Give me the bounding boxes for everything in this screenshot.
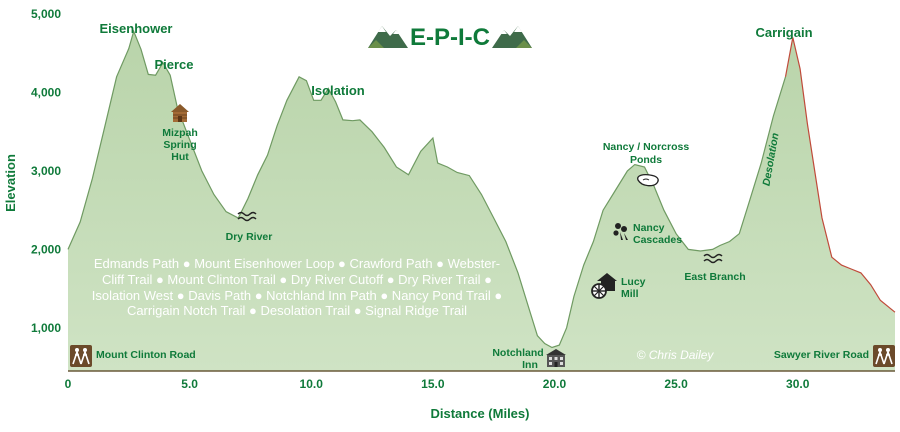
nancy-cascades-label-line1: Nancy	[633, 222, 665, 234]
peak-label-eisenhower: Eisenhower	[100, 21, 173, 36]
title-group: E-P-I-C	[368, 24, 532, 51]
notchland-label-line1: Notchland	[492, 347, 543, 359]
dry-river-label: Dry River	[226, 231, 273, 243]
y-tick-label: 2,000	[31, 242, 61, 256]
x-tick-label: 5.0	[181, 377, 198, 391]
x-tick-label: 25.0	[664, 377, 688, 391]
nancy-ponds-label-line2: Ponds	[630, 154, 662, 166]
mizpah-label-line3: Hut	[171, 151, 189, 163]
mill-icon	[591, 273, 617, 299]
end-trailhead-label: Sawyer River Road	[774, 349, 869, 361]
lucy-mill-label-line2: Mill	[621, 288, 639, 300]
chart-title: E-P-I-C	[410, 24, 490, 51]
trails-line-3: Isolation West ● Davis Path ● Notchland …	[92, 288, 503, 303]
x-tick-label: 15.0	[421, 377, 445, 391]
y-tick-label: 3,000	[31, 164, 61, 178]
lucy-mill-label-line1: Lucy	[621, 276, 646, 288]
pond-icon	[637, 174, 659, 187]
notchland-label-line2: Inn	[522, 359, 538, 371]
trails-line-2: Cliff Trail ● Mount Clinton Trail ● Dry …	[102, 272, 492, 287]
y-axis-title: Elevation	[3, 154, 18, 212]
trails-line-1: Edmands Path ● Mount Eisenhower Loop ● C…	[94, 256, 500, 271]
hiker-icon-end	[873, 345, 895, 367]
waterfall-icon	[613, 223, 628, 240]
peak-label-pierce: Pierce	[154, 57, 193, 72]
trails-line-4: Carrigain Notch Trail ● Desolation Trail…	[127, 303, 467, 318]
mountain-icon-left	[368, 26, 408, 48]
y-tick-label: 1,000	[31, 321, 61, 335]
mizpah-label-line1: Mizpah	[162, 127, 198, 139]
y-tick-label: 5,000	[31, 7, 61, 21]
mizpah-label-line2: Spring	[163, 139, 196, 151]
x-tick-label: 0	[65, 377, 72, 391]
x-tick-label: 10.0	[300, 377, 324, 391]
peak-label-carrigain: Carrigain	[755, 25, 812, 40]
nancy-cascades-label-line2: Cascades	[633, 234, 682, 246]
y-tick-label: 4,000	[31, 85, 61, 99]
mountain-icon-right	[492, 26, 532, 48]
elevation-line-descent	[784, 37, 896, 313]
hiker-icon-start	[70, 345, 92, 367]
credit-label: © Chris Dailey	[637, 348, 715, 362]
inn-icon	[546, 349, 566, 367]
elevation-area	[68, 31, 895, 372]
water-icon-east-branch	[703, 253, 723, 264]
cabin-icon	[171, 104, 189, 122]
x-tick-label: 30.0	[786, 377, 810, 391]
peak-label-isolation: Isolation	[311, 83, 365, 98]
area-layer	[67, 29, 896, 372]
start-trailhead-label: Mount Clinton Road	[96, 349, 196, 361]
x-tick-label: 20.0	[543, 377, 567, 391]
water-icon	[237, 211, 257, 222]
nancy-ponds-label-line1: Nancy / Norcross	[603, 141, 690, 153]
east-branch-label: East Branch	[684, 271, 745, 283]
axis-layer: 0 5.0 10.0 15.0 20.0 25.0 30.0 1,000 2,000 3,000 4…	[31, 7, 895, 391]
x-axis-title: Distance (Miles)	[431, 406, 530, 421]
